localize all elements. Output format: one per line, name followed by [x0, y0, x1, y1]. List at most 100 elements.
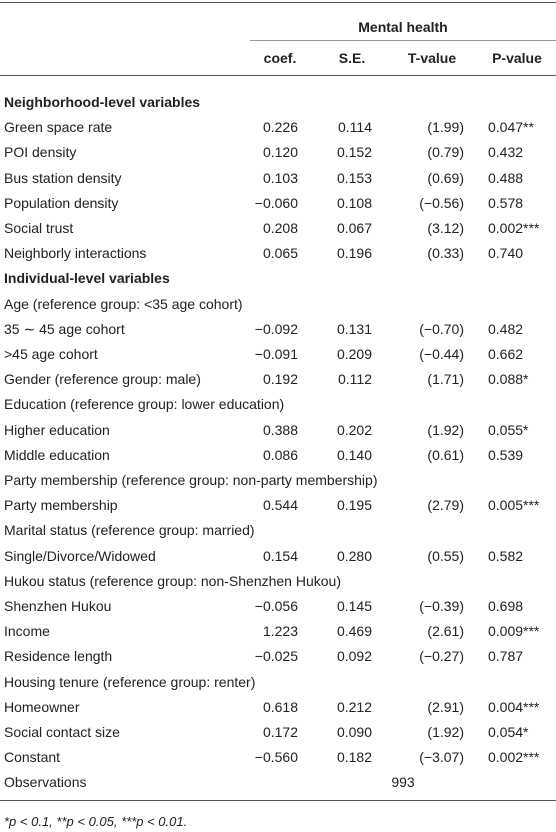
row-label: Education (reference group: lower educat… — [4, 396, 285, 413]
cell: (−0.44) — [419, 346, 464, 362]
cell: 0.154 — [262, 547, 298, 564]
cell: 0.092 — [336, 648, 372, 665]
cell: 0.388 — [262, 421, 298, 438]
cell: 0.539 — [488, 446, 524, 463]
row-label: 35 ∼ 45 age cohort — [4, 320, 125, 337]
cell: −0.092 — [254, 320, 298, 337]
row-label: Party membership (reference group: non-p… — [4, 472, 378, 488]
header-rule — [0, 75, 556, 76]
column-header: T-value — [407, 50, 457, 66]
cell: 0.002*** — [488, 220, 540, 236]
cell: 0.280 — [336, 547, 372, 564]
cell: 0.047** — [488, 119, 534, 136]
row-label: Higher education — [4, 421, 110, 438]
cell: 0.090 — [336, 724, 372, 740]
cell: (2.61) — [427, 623, 464, 640]
row-label: Income — [4, 623, 50, 640]
cell: 0.153 — [336, 169, 372, 186]
bottom-rule — [0, 800, 556, 801]
cell: 0.544 — [262, 497, 298, 514]
cell: (−0.27) — [419, 648, 464, 665]
row-label: Social contact size — [4, 724, 120, 740]
cell: (0.79) — [427, 144, 464, 161]
cell: −0.056 — [254, 598, 298, 614]
cell: 0.787 — [488, 648, 524, 665]
row-label: Party membership — [4, 497, 118, 514]
cell: 0.103 — [262, 169, 298, 186]
cell: 0.108 — [336, 194, 372, 211]
row-label: Green space rate — [4, 119, 113, 136]
cell: 0.482 — [488, 320, 524, 337]
cell: (3.12) — [427, 220, 464, 236]
cell: −0.560 — [254, 749, 298, 766]
cell: 0.226 — [262, 119, 298, 136]
cell: 0.140 — [336, 446, 372, 463]
cell: 0.112 — [338, 371, 372, 388]
row-label: Hukou status (reference group: non-Shenz… — [4, 572, 341, 589]
cell: (1.71) — [427, 371, 464, 388]
group-header: Mental health — [358, 19, 448, 35]
cell: 0.195 — [336, 497, 372, 514]
cell: 0.005*** — [488, 497, 540, 514]
cell: 0.582 — [488, 547, 524, 564]
cell: 0.009*** — [488, 623, 540, 640]
row-label: Observations — [4, 774, 87, 791]
cell: (−3.07) — [419, 749, 464, 766]
cell: 0.086 — [262, 446, 298, 463]
cell: 0.208 — [262, 220, 298, 236]
cell: 0.145 — [336, 598, 372, 614]
cell: 993 — [391, 774, 415, 791]
cell: 1.223 — [262, 623, 298, 640]
top-rule — [0, 2, 556, 3]
cell: 0.196 — [336, 245, 372, 262]
cell: 0.088* — [488, 371, 529, 388]
row-label: Residence length — [4, 648, 113, 665]
row-label: POI density — [4, 144, 77, 161]
column-header: coef. — [263, 50, 297, 66]
cell: 0.054* — [488, 724, 529, 740]
row-label: Population density — [4, 194, 119, 211]
cell: 0.202 — [336, 421, 372, 438]
cell: 0.152 — [336, 144, 372, 161]
row-label: Bus station density — [4, 169, 122, 186]
row-label: Constant — [4, 749, 61, 766]
row-label: Age (reference group: <35 age cohort) — [4, 295, 243, 312]
cell: 0.212 — [336, 698, 372, 715]
cell: 0.002*** — [488, 749, 540, 766]
row-label: >45 age cohort — [4, 346, 98, 362]
cell: 0.209 — [336, 346, 372, 362]
cell: 0.469 — [336, 623, 372, 640]
cell: 0.172 — [262, 724, 298, 740]
column-header: P-value — [492, 50, 542, 66]
group-rule — [250, 40, 556, 41]
cell: (2.79) — [427, 497, 464, 514]
column-header: S.E. — [338, 50, 366, 66]
row-label: Housing tenure (reference group: renter) — [4, 673, 256, 690]
cell: 0.120 — [262, 144, 298, 161]
cell: (−0.39) — [419, 598, 464, 614]
cell: (0.33) — [427, 245, 464, 262]
cell: (0.55) — [427, 547, 464, 564]
row-label: Shenzhen Hukou — [4, 598, 112, 614]
cell: −0.025 — [254, 648, 298, 665]
row-label: Gender (reference group: male) — [4, 371, 201, 388]
cell: 0.114 — [338, 119, 372, 136]
cell: (0.61) — [427, 446, 464, 463]
cell: 0.067 — [336, 220, 372, 236]
cell: (0.69) — [427, 169, 464, 186]
section-header: Neighborhood-level variables — [4, 94, 201, 110]
cell: (1.92) — [427, 421, 464, 438]
cell: 0.065 — [262, 245, 298, 262]
row-label: Single/Divorce/Widowed — [4, 547, 156, 564]
cell: 0.740 — [488, 245, 524, 262]
section-header: Individual-level variables — [4, 270, 170, 287]
row-label: Social trust — [4, 220, 74, 236]
cell: 0.578 — [488, 194, 524, 211]
cell: 0.618 — [262, 698, 298, 715]
row-label: Middle education — [4, 446, 110, 463]
cell: 0.004*** — [488, 698, 540, 715]
cell: −0.060 — [254, 194, 298, 211]
cell: −0.091 — [254, 346, 298, 362]
cell: (1.99) — [427, 119, 464, 136]
